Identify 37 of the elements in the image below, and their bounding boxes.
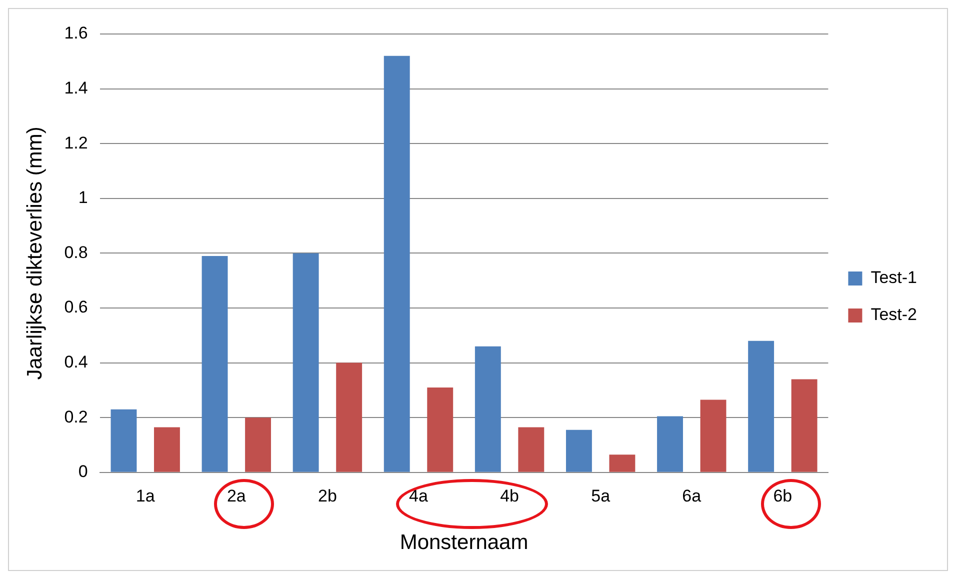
x-tick-label: 2a [226,486,246,506]
bar [154,427,180,472]
bar [110,409,137,472]
y-tick-label: 1.4 [64,78,88,98]
bar [518,427,544,472]
bar [202,256,228,472]
x-tick-label: 1a [136,486,156,506]
bar [474,346,501,472]
y-tick-label: 1.6 [64,24,88,43]
x-tick-label: 4b [500,486,520,506]
x-tick-label: 4a [409,486,428,506]
bar [700,400,726,472]
bar [384,56,410,472]
y-tick-label: 0.6 [64,298,88,317]
bar [245,418,271,472]
y-axis-title: Jaarlijkse dikteverlies (mm) [23,126,46,380]
bar [566,430,592,472]
y-tick-label: 0 [78,462,88,482]
y-tick-label: 1 [78,188,88,208]
y-tick-label: 0.8 [64,242,88,262]
x-tick-label: 2b [318,486,337,506]
bar [791,379,818,472]
legend-label: Test-1 [870,268,918,288]
bar [336,362,362,472]
bar [292,253,319,472]
y-tick-label: 0.4 [64,352,88,372]
y-tick-label: 1.2 [64,133,88,152]
y-tick-label: 0.2 [64,407,88,426]
x-axis-title: Monsternaam [400,531,528,554]
legend-label: Test-2 [870,305,918,324]
x-tick-label: 5a [591,486,611,506]
bar [609,454,636,472]
x-tick-label: 6b [773,486,792,506]
bar [427,387,454,472]
bar [748,340,774,472]
x-tick-label: 6a [682,486,702,506]
bar [657,416,683,472]
